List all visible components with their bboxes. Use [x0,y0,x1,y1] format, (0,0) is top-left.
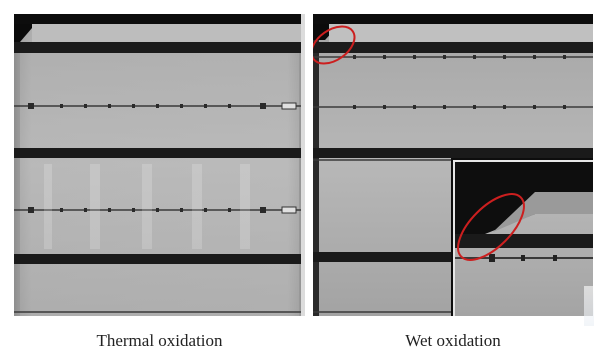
thermal-cell-image [14,14,305,316]
highlight-ellipse-top-left [313,25,356,65]
edge-artifact [584,286,594,326]
thermal-oxidation-el-image [14,14,305,316]
highlight-ellipse-inset [457,193,525,261]
caption-thermal-oxidation: Thermal oxidation [96,331,223,350]
caption-wet-oxidation: Wet oxidation [405,331,501,350]
wet-cell-image [313,14,593,316]
zoom-inset [451,158,593,316]
wet-oxidation-el-image [313,14,593,316]
